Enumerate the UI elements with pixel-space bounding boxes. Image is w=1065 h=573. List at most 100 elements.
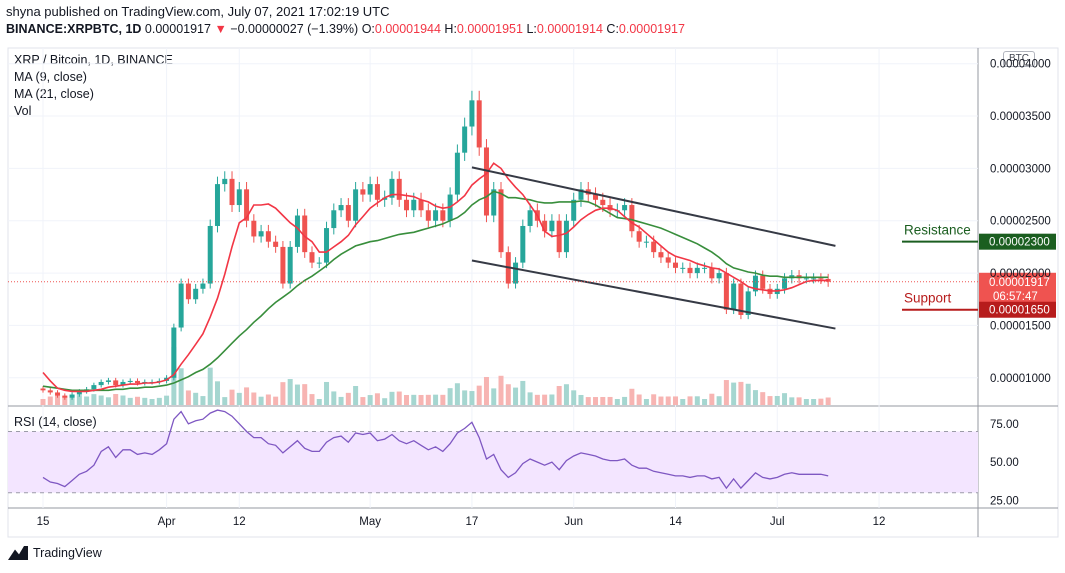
- candle-body: [723, 273, 729, 310]
- resistance-price-label: 0.00002300: [989, 237, 1050, 249]
- candle-body: [76, 391, 82, 395]
- volume-bar: [672, 396, 678, 405]
- candle-body: [760, 275, 766, 289]
- candle-body: [280, 246, 286, 284]
- volume-bar: [629, 388, 635, 405]
- candle-body: [782, 278, 788, 289]
- currency-badge[interactable]: BTC: [1003, 51, 1035, 67]
- candle-body: [520, 225, 526, 263]
- volume-bar: [374, 393, 380, 405]
- candle-body: [127, 380, 133, 382]
- volume-bar: [505, 384, 511, 405]
- volume-bar: [585, 397, 591, 405]
- time-tick-label: Jul: [770, 516, 785, 528]
- candle-body: [818, 278, 824, 280]
- volume-bar: [251, 392, 257, 405]
- volume-bar: [702, 399, 708, 405]
- volume-bar: [98, 395, 104, 405]
- time-tick-label: 17: [466, 516, 479, 528]
- volume-bar: [513, 387, 519, 405]
- volume-bar: [556, 386, 562, 405]
- volume-bar: [462, 390, 468, 405]
- tradingview-logo[interactable]: TradingView: [8, 546, 102, 560]
- support-price-label: 0.00001650: [989, 305, 1050, 317]
- legend-ma9[interactable]: MA (9, close): [14, 70, 87, 84]
- volume-bar: [680, 399, 686, 405]
- volume-bar: [404, 394, 409, 405]
- price-tick-label: 0.00002000: [990, 268, 1051, 280]
- candle-body: [273, 241, 279, 247]
- candle-body: [345, 205, 351, 221]
- volume-bar: [433, 394, 439, 405]
- candle-body: [258, 231, 264, 237]
- candle-body: [309, 252, 315, 263]
- volume-bar: [411, 394, 417, 405]
- ma9-line: [42, 162, 829, 393]
- volume-bar: [600, 396, 606, 405]
- volume-bar: [353, 386, 359, 405]
- tradingview-brand: TradingView: [33, 546, 102, 560]
- volume-bar: [760, 392, 766, 405]
- volume-bar: [752, 390, 758, 405]
- close-label: C:: [606, 22, 619, 36]
- candle-body: [622, 205, 628, 211]
- legend-vol[interactable]: Vol: [14, 104, 32, 118]
- candle-body: [527, 210, 533, 226]
- candle-body: [193, 288, 199, 300]
- volume-bar: [193, 392, 199, 405]
- channel-lower-line: [471, 259, 836, 330]
- volume-bar: [789, 397, 795, 405]
- volume-bar: [622, 396, 628, 405]
- countdown-label: 06:57:47: [993, 291, 1038, 303]
- symbol-label: BINANCE:XRPBTC, 1D: [6, 22, 142, 36]
- rsi-tick-label: 50.00: [990, 457, 1019, 469]
- time-tick-label: 12: [873, 516, 886, 528]
- volume-bar: [687, 396, 693, 405]
- candle-body: [316, 262, 322, 264]
- volume-bar: [483, 376, 489, 405]
- low-value: 0.00001914: [536, 22, 603, 36]
- volume-bar: [651, 394, 657, 405]
- legend-rsi[interactable]: RSI (14, close): [14, 415, 97, 429]
- candle-body: [382, 197, 388, 200]
- volume-bar: [214, 381, 220, 405]
- volume-bar: [593, 397, 599, 405]
- volume-bar: [236, 392, 242, 405]
- candle-body: [207, 225, 213, 284]
- volume-bar: [84, 396, 90, 405]
- volume-bar: [324, 381, 330, 405]
- candle-body: [374, 184, 380, 200]
- candle-body: [98, 381, 104, 386]
- volume-bar: [258, 396, 264, 405]
- volume-bar: [62, 396, 68, 405]
- candle-body: [40, 388, 46, 391]
- candle-body: [658, 252, 664, 258]
- volume-bar: [694, 396, 700, 405]
- legend-ma21[interactable]: MA (21, close): [14, 87, 94, 101]
- volume-bar: [440, 394, 446, 405]
- candle-body: [498, 189, 504, 253]
- volume-bar: [360, 397, 366, 405]
- candle-body: [251, 220, 257, 237]
- support-price-tag: [979, 301, 1056, 318]
- volume-bar: [302, 384, 308, 405]
- volume-bar: [738, 381, 744, 405]
- candle-body: [716, 273, 722, 279]
- close-value: 0.00001917: [618, 22, 685, 36]
- volume-bar: [709, 393, 715, 405]
- candle-body: [702, 267, 708, 269]
- volume-bar: [563, 384, 569, 405]
- open-label: O:: [361, 22, 375, 36]
- volume-bar: [731, 382, 737, 405]
- price-tick-label: 0.00003500: [990, 111, 1051, 123]
- time-tick-label: Jun: [564, 516, 583, 528]
- ma21-line: [42, 190, 829, 392]
- candle-body: [549, 220, 555, 232]
- volume-bar: [280, 382, 286, 405]
- volume-bar: [447, 388, 453, 405]
- time-tick-label: 12: [233, 516, 246, 528]
- volume-bar: [425, 394, 431, 405]
- volume-bar: [338, 396, 344, 405]
- candle-body: [287, 246, 293, 284]
